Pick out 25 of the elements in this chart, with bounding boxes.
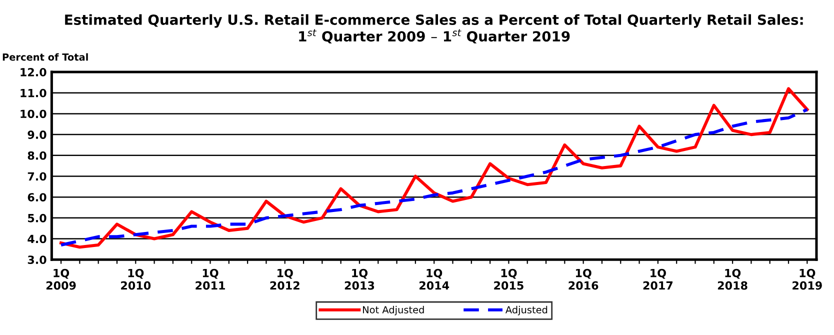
y-tick-label: 8.0: [28, 151, 46, 160]
y-tick-label: 9.0: [28, 130, 46, 139]
x-tick-label: 1Q 2012: [270, 268, 300, 290]
x-tick-label: 1Q 2018: [718, 268, 748, 290]
y-tick-label: 4.0: [28, 234, 46, 244]
y-tick-label: 10.0: [20, 110, 46, 118]
y-tick-label: 12.0: [20, 68, 46, 76]
x-tick-label: 1Q 2015: [494, 268, 524, 290]
y-tick-label: 3.0: [28, 256, 46, 264]
x-tick-label: 1Q 2009: [46, 268, 76, 290]
legend-label: Adjusted: [505, 306, 548, 316]
legend-label: Not Adjusted: [363, 306, 424, 316]
y-tick-label: 6.0: [28, 193, 46, 202]
x-tick-label: 1Q 2010: [121, 268, 151, 290]
x-tick-label: 1Q 2014: [420, 268, 450, 290]
y-tick-label: 5.0: [28, 214, 46, 222]
y-tick-label: 11.0: [20, 88, 46, 98]
chart-title: Estimated Quarterly U.S. Retail E-commerce Sales as a Percent of Total Quarterly Retail Sales: 1$^{st}$ Quarter 2009 – 1$^{st}$ Quarter 2019: [65, 14, 803, 44]
x-tick-label: 1Q 2019: [792, 268, 822, 290]
x-tick-label: 1Q 2017: [643, 268, 673, 290]
y-tick-label: 7.0: [28, 172, 46, 181]
x-tick-label: 1Q 2013: [344, 268, 374, 290]
x-tick-label: 1Q 2011: [196, 268, 225, 290]
x-tick-label: 1Q 2016: [568, 268, 598, 290]
y-axis-title: Percent of Total: [2, 53, 88, 61]
